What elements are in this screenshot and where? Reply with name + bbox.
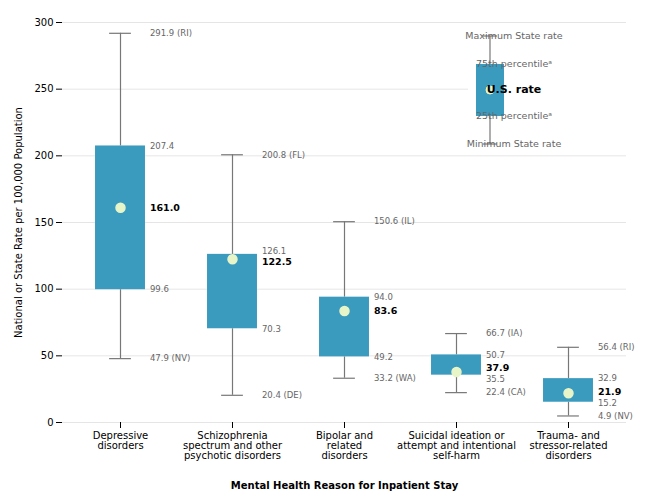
svg-text:25th percentileᵃ: 25th percentileᵃ (476, 110, 552, 121)
svg-text:Suicidal ideation orattempt an: Suicidal ideation orattempt and intentio… (397, 430, 516, 461)
svg-text:37.9: 37.9 (486, 362, 509, 373)
svg-text:47.9 (NV): 47.9 (NV) (150, 353, 190, 363)
svg-text:Schizophreniaspectrum and othe: Schizophreniaspectrum and otherpsychotic… (183, 430, 283, 461)
svg-text:Depressivedisorders: Depressivedisorders (93, 430, 149, 451)
svg-text:Trauma- andstressor-relateddis: Trauma- andstressor-relateddisorders (529, 430, 607, 461)
svg-text:150.6 (IL): 150.6 (IL) (374, 216, 415, 226)
svg-text:0: 0 (47, 417, 53, 428)
svg-text:83.6: 83.6 (374, 305, 398, 316)
svg-text:32.9: 32.9 (598, 373, 617, 383)
svg-text:National or State Rate per 100: National or State Rate per 100,000 Popul… (13, 107, 24, 338)
svg-text:35.5: 35.5 (486, 374, 505, 384)
svg-text:70.3: 70.3 (262, 323, 281, 333)
svg-text:161.0: 161.0 (150, 202, 180, 213)
svg-text:Mental Health Reason for Inpat: Mental Health Reason for Inpatient Stay (231, 480, 459, 491)
svg-text:75th percentileᵃ: 75th percentileᵃ (476, 58, 552, 69)
svg-text:49.2: 49.2 (374, 352, 393, 362)
svg-text:33.2 (WA): 33.2 (WA) (374, 373, 416, 383)
svg-text:126.1: 126.1 (262, 246, 286, 256)
svg-text:50: 50 (41, 350, 54, 361)
svg-text:U.S. rate: U.S. rate (487, 83, 542, 96)
svg-text:56.4 (RI): 56.4 (RI) (598, 342, 635, 352)
svg-text:122.5: 122.5 (262, 256, 292, 267)
svg-text:15.2: 15.2 (598, 398, 617, 408)
svg-text:22.4 (CA): 22.4 (CA) (486, 387, 526, 397)
svg-text:300: 300 (34, 17, 53, 28)
svg-text:4.9 (NV): 4.9 (NV) (598, 411, 633, 421)
svg-text:207.4: 207.4 (150, 141, 174, 151)
svg-text:200.8 (FL): 200.8 (FL) (262, 149, 305, 159)
svg-text:94.0: 94.0 (374, 292, 393, 302)
svg-text:21.9: 21.9 (598, 386, 621, 397)
svg-text:66.7 (IA): 66.7 (IA) (486, 328, 523, 338)
svg-text:150: 150 (34, 217, 53, 228)
svg-text:291.9 (RI): 291.9 (RI) (150, 28, 192, 38)
svg-text:Bipolar andrelateddisorders: Bipolar andrelateddisorders (316, 430, 373, 461)
svg-text:200: 200 (34, 150, 53, 161)
svg-text:250: 250 (34, 83, 53, 94)
svg-text:99.6: 99.6 (150, 284, 169, 294)
svg-text:100: 100 (34, 283, 53, 294)
svg-text:20.4 (DE): 20.4 (DE) (262, 390, 302, 400)
svg-text:50.7: 50.7 (486, 350, 505, 360)
svg-text:Minimum State rate: Minimum State rate (467, 138, 562, 149)
svg-text:Maximum State rate: Maximum State rate (465, 30, 562, 41)
